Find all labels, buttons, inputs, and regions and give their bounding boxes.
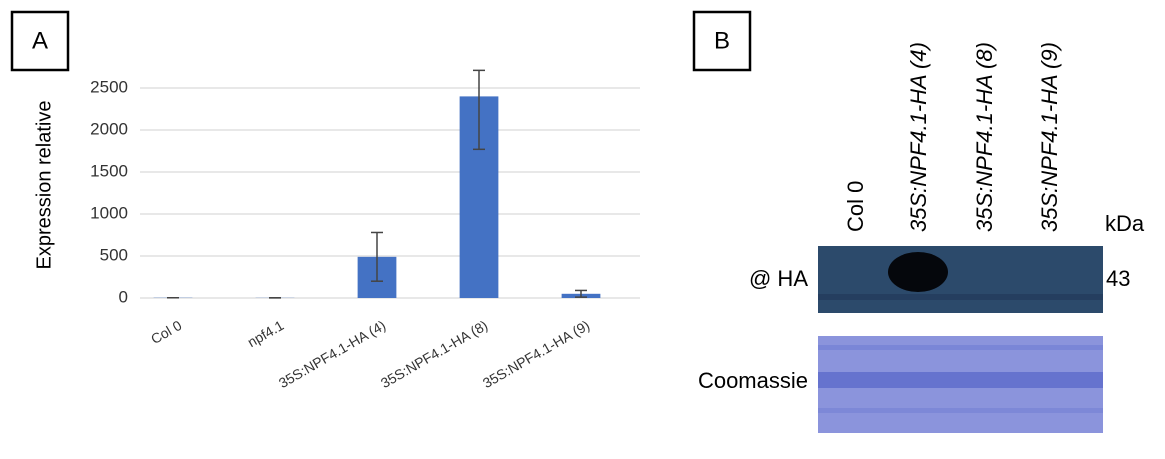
ha-band bbox=[888, 252, 948, 292]
ha-blot bbox=[818, 246, 1103, 313]
x-tick-label: npf4.1 bbox=[245, 317, 287, 350]
x-tick-label: 35S:NPF4.1-HA (8) bbox=[378, 317, 490, 391]
y-tick-label: 500 bbox=[100, 245, 128, 264]
kda-label: kDa bbox=[1105, 211, 1145, 236]
panel-a-box bbox=[10, 10, 70, 72]
y-tick-label: 2000 bbox=[90, 119, 128, 138]
panel-b-label: B bbox=[714, 27, 730, 54]
coomassie-band bbox=[818, 408, 1103, 413]
x-tick-label: 35S:NPF4.1-HA (9) bbox=[480, 317, 592, 391]
y-axis-label: Expression relative bbox=[33, 101, 55, 270]
ha-faint-band bbox=[818, 294, 1103, 300]
y-tick-label: 1500 bbox=[90, 161, 128, 180]
y-tick-label: 0 bbox=[119, 287, 128, 306]
x-tick-label: Col 0 bbox=[148, 317, 184, 347]
size-label: 43 bbox=[1106, 266, 1130, 291]
lane-label: 35S:NPF4.1-HA (8) bbox=[972, 42, 997, 232]
coomassie-band bbox=[818, 372, 1103, 388]
coomassie-band bbox=[818, 345, 1103, 350]
x-tick-label: 35S:NPF4.1-HA (4) bbox=[276, 317, 388, 391]
lane-label: 35S:NPF4.1-HA (4) bbox=[906, 42, 931, 232]
lane-label: Col 0 bbox=[843, 181, 868, 232]
lane-label: 35S:NPF4.1-HA (9) bbox=[1037, 42, 1062, 232]
panel-a-label: A bbox=[32, 27, 48, 54]
y-tick-label: 2500 bbox=[90, 77, 128, 96]
y-tick-label: 1000 bbox=[90, 203, 128, 222]
row-label: @ HA bbox=[749, 266, 808, 291]
panel-b-box bbox=[692, 10, 752, 72]
row-label: Coomassie bbox=[698, 368, 808, 393]
